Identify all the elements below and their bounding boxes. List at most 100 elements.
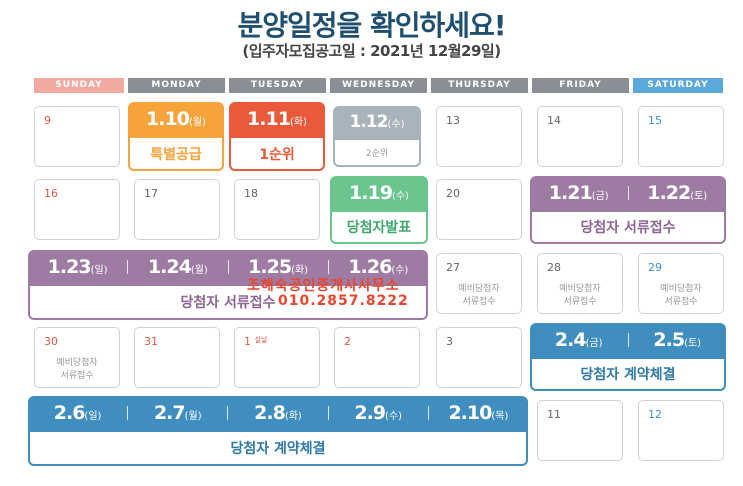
divider bbox=[427, 406, 429, 420]
page-title: 분양일정을 확인하세요! bbox=[237, 9, 506, 42]
divider bbox=[227, 260, 229, 274]
event-date: 2.6 bbox=[53, 402, 86, 424]
event-date: 1.24 bbox=[147, 256, 192, 278]
day-number: 17 bbox=[144, 187, 158, 200]
divider bbox=[627, 333, 629, 347]
day-cell-20[interactable]: 20 bbox=[436, 179, 522, 240]
day-cell-13[interactable]: 13 bbox=[436, 106, 522, 167]
pre-winner-docs-text: 예비당첨자 서류접수 bbox=[56, 358, 98, 381]
day-cell-16[interactable]: 16 bbox=[34, 179, 120, 240]
day-cell-1[interactable]: 1 설날 bbox=[234, 327, 320, 388]
event-weekday: (화) bbox=[284, 411, 302, 422]
day-cell-3[interactable]: 3 bbox=[436, 327, 522, 388]
day-number: 16 bbox=[44, 187, 58, 200]
event-date: 1.22 bbox=[647, 182, 691, 204]
event-weekday: (일) bbox=[84, 411, 102, 422]
weekday-thursday: THURSDAY bbox=[431, 78, 528, 93]
event-date: 2.9 bbox=[354, 402, 386, 424]
day-number: 20 bbox=[446, 187, 460, 200]
divider bbox=[227, 406, 229, 420]
day-cell-31[interactable]: 31 bbox=[134, 327, 220, 388]
event-label: 당첨자 서류접수 bbox=[532, 212, 724, 242]
divider bbox=[127, 260, 129, 274]
day-cell-17[interactable]: 17 bbox=[134, 179, 220, 240]
event-contract-2[interactable]: 2.6(일) 2.7(월) 2.8(화) 2.9(수) 2.10(목) 당첨자 … bbox=[28, 396, 528, 466]
event-weekday: (화) bbox=[291, 265, 309, 276]
event-date: 1.19 bbox=[349, 182, 393, 204]
day-number: 14 bbox=[547, 114, 561, 127]
weekday-wednesday: WEDNESDAY bbox=[330, 78, 427, 93]
day-cell-27[interactable]: 27 예비당첨자 서류접수 bbox=[436, 253, 522, 314]
day-number: 18 bbox=[244, 187, 258, 200]
day-cell-30[interactable]: 30 예비당첨자 서류접수 bbox=[34, 327, 120, 388]
day-cell-12[interactable]: 12 bbox=[638, 400, 724, 461]
day-cell-11[interactable]: 11 bbox=[537, 400, 623, 461]
event-date: 1.21 bbox=[548, 182, 593, 204]
weekday-monday: MONDAY bbox=[128, 78, 225, 93]
divider bbox=[627, 186, 629, 200]
event-weekday: (화) bbox=[289, 117, 307, 128]
event-date: 2.4 bbox=[554, 329, 587, 351]
event-weekday: (목) bbox=[491, 411, 509, 422]
day-cell-14[interactable]: 14 bbox=[537, 106, 623, 167]
day-number: 29 bbox=[648, 261, 662, 274]
day-number: 27 bbox=[446, 261, 460, 274]
event-date: 2.10 bbox=[448, 402, 492, 424]
event-label: 1순위 bbox=[231, 138, 323, 169]
event-weekday: (금) bbox=[591, 191, 609, 202]
watermark-name: 조해숙공인중개사사무소 bbox=[247, 278, 400, 294]
event-weekday: (수) bbox=[385, 411, 403, 422]
day-cell-2[interactable]: 2 bbox=[334, 327, 420, 388]
day-cell-15[interactable]: 15 bbox=[638, 106, 724, 167]
event-label: 당첨자 서류접수 bbox=[30, 286, 426, 318]
event-label: 당첨자 계약체결 bbox=[532, 359, 724, 389]
event-special-supply[interactable]: 1.10(월) 특별공급 bbox=[128, 102, 224, 171]
day-number: 31 bbox=[144, 335, 158, 348]
event-first-rank[interactable]: 1.11(화) 1순위 bbox=[229, 102, 325, 171]
event-date: 1.25 bbox=[248, 256, 292, 278]
day-number: 2 bbox=[344, 335, 351, 348]
day-cell-29[interactable]: 29 예비당첨자 서류접수 bbox=[638, 253, 724, 314]
event-weekday: (월) bbox=[188, 117, 206, 128]
page-subtitle: (입주자모집공고일 : 2021년 12월29일) bbox=[242, 42, 501, 60]
divider bbox=[327, 260, 329, 274]
event-weekday: (토) bbox=[684, 338, 702, 349]
event-weekday: (금) bbox=[585, 338, 603, 349]
event-label: 당첨자 계약체결 bbox=[30, 432, 526, 464]
day-cell-28[interactable]: 28 예비당첨자 서류접수 bbox=[537, 253, 623, 314]
event-weekday: (월) bbox=[190, 265, 208, 276]
event-date: 1.12 bbox=[349, 112, 389, 132]
day-number: 9 bbox=[44, 114, 51, 127]
day-number: 15 bbox=[648, 114, 662, 127]
event-contract-1[interactable]: 2.4(금) 2.5(토) 당첨자 계약체결 bbox=[530, 323, 726, 391]
event-date: 1.26 bbox=[348, 256, 392, 278]
event-label: 당첨자발표 bbox=[332, 212, 426, 242]
event-date: 2.5 bbox=[653, 329, 685, 351]
day-number: 12 bbox=[648, 408, 662, 421]
event-weekday: (토) bbox=[690, 191, 708, 202]
pre-winner-docs-text: 예비당첨자 서류접수 bbox=[559, 284, 601, 307]
event-weekday: (수) bbox=[387, 119, 405, 130]
event-winner-docs-2[interactable]: 1.23(일) 1.24(월) 1.25(화) 1.26(수) 당첨자 서류접수 bbox=[28, 250, 428, 320]
weekday-friday: FRIDAY bbox=[532, 78, 629, 93]
event-winner-announcement[interactable]: 1.19(수) 당첨자발표 bbox=[330, 176, 428, 244]
pre-winner-docs-text: 예비당첨자 서류접수 bbox=[660, 284, 702, 307]
day-number: 30 bbox=[44, 335, 58, 348]
weekday-sunday: SUNDAY bbox=[34, 78, 124, 93]
event-label: 특별공급 bbox=[130, 138, 222, 169]
divider bbox=[327, 406, 329, 420]
weekday-tuesday: TUESDAY bbox=[229, 78, 326, 93]
watermark-phone: 010.2857.8222 bbox=[278, 293, 409, 309]
day-number: 28 bbox=[547, 261, 561, 274]
day-cell-18[interactable]: 18 bbox=[234, 179, 320, 240]
day-cell-9[interactable]: 9 bbox=[34, 106, 120, 167]
event-date: 1.23 bbox=[47, 256, 92, 278]
event-weekday: (월) bbox=[184, 411, 202, 422]
day-number: 1 bbox=[244, 335, 251, 348]
event-winner-docs-1[interactable]: 1.21(금) 1.22(토) 당첨자 서류접수 bbox=[530, 176, 726, 244]
day-number: 13 bbox=[446, 114, 460, 127]
event-second-rank[interactable]: 1.12(수) 2순위 bbox=[333, 106, 421, 167]
event-weekday: (수) bbox=[391, 191, 409, 202]
holiday-note: 설날 bbox=[254, 336, 268, 344]
day-number: 11 bbox=[547, 408, 561, 421]
